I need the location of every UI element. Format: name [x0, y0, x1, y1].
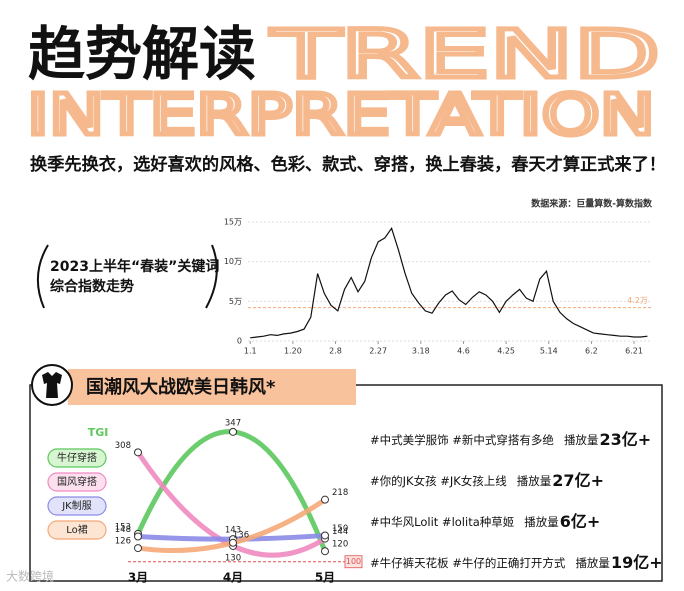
value-label: 347 [225, 418, 241, 428]
bracket [36, 244, 49, 309]
y-label: TGI [88, 426, 109, 439]
hashtag-value: 23亿+ [599, 430, 651, 449]
source: 数据来源：巨量算数-算数指数 [531, 198, 653, 210]
reference-label: 100 [346, 557, 361, 566]
hashtag-line: #中式美学服饰 #新中式穿搭有多绝 播放量23亿+ [370, 430, 651, 449]
point [134, 544, 142, 553]
legend-label: Lo裙 [66, 523, 88, 536]
point [134, 448, 142, 457]
legend-label: 国风穿搭 [57, 475, 97, 488]
subtitle: 换季先换衣，选好喜欢的风格、色彩、款式、穿搭，换上春装，春天才算正式来了！ [30, 154, 666, 175]
point [229, 427, 237, 436]
x-tick-label: 5.14 [540, 347, 558, 356]
legend-label: 牛仔穿搭 [57, 451, 97, 464]
point [229, 538, 237, 547]
title-en: INTERPRETATION [27, 83, 655, 148]
y-tick-label: 5万 [229, 297, 242, 306]
x-tick-label: 2.27 [369, 347, 387, 356]
value-label: 148 [115, 525, 131, 535]
y-tick-label: 15万 [224, 218, 242, 227]
value-label: 308 [115, 441, 131, 451]
legend-pill [47, 496, 107, 516]
hashtag-line: #牛仔裤天花板 #牛仔的正确打开方式 播放量19亿+ [370, 553, 663, 572]
value-label: 150 [332, 524, 348, 534]
hashtag-tags: #你的JK女孩 #JK女孩上线 [370, 474, 507, 488]
hashtag-label: 播放量 [524, 515, 559, 529]
y-tick-label: 10万 [224, 257, 242, 266]
x-tick-label: 1.1 [244, 347, 257, 356]
title-cn: 趋势解读 [28, 20, 256, 88]
annotation-label: 4.2万 [627, 296, 648, 305]
value-label: 153 [115, 522, 131, 532]
hashtag-list: #中式美学服饰 #新中式穿搭有多绝 播放量23亿+#你的JK女孩 #JK女孩上线播… [370, 430, 663, 572]
hashtag-label: 播放量 [575, 556, 610, 570]
chart-title: 2023上半年“春装”关键词 [50, 258, 219, 275]
point [134, 532, 142, 541]
value-label: 136 [233, 530, 249, 540]
bracket [205, 244, 218, 309]
hashtag-tags: #中华风Lolit #lolita种草姬 [370, 515, 514, 529]
x-tick-label: 4.6 [457, 347, 470, 356]
x-tick-label: 3.18 [412, 347, 430, 356]
value-label: 126 [115, 537, 131, 547]
legend-pill [47, 472, 107, 492]
trend-chart: 0 5万 10万 15万 1.1 1.20 2.8 2.27 3.18 4.6 4.25 5.14 6.… [224, 218, 652, 356]
chart-title: 综合指数走势 [50, 278, 134, 295]
line [250, 226, 648, 339]
hashtag-line: #你的JK女孩 #JK女孩上线 播放量27亿+ [370, 471, 604, 490]
value-label: 144 [332, 527, 348, 537]
x-tick-label: 4.25 [497, 347, 515, 356]
title-en: TREND [270, 16, 660, 93]
x-tick-label: 1.20 [284, 347, 302, 356]
y-tick-label: 0 [237, 337, 242, 346]
tgi-chart: 100 3月 4月 5月 牛仔穿搭 153 347 120 国风穿搭 308 130 144 JK制服 1… [47, 418, 363, 585]
value-label: 120 [332, 540, 348, 550]
hashtag-tags: #中式美学服饰 #新中式穿搭有多绝 [370, 433, 554, 447]
hashtag-label: 播放量 [564, 433, 599, 447]
x-tick-label: 6.21 [625, 347, 643, 356]
hashtag-line: #中华风Lolit #lolita种草姬 播放量6亿+ [370, 512, 600, 531]
hashtag-value: 19亿+ [611, 553, 663, 572]
hashtag-tags: #牛仔裤天花板 #牛仔的正确打开方式 [370, 556, 566, 570]
x-tick-label: 2.8 [329, 347, 342, 356]
value-label: 143 [225, 526, 241, 536]
point [321, 495, 329, 504]
point [321, 547, 329, 556]
hashtag-value: 27亿+ [552, 471, 604, 490]
section-title: 国潮风大战欧美日韩风* [86, 376, 276, 398]
header-bar [68, 369, 356, 405]
legend-pill [47, 520, 107, 540]
reference-box [344, 555, 363, 569]
value-label: 218 [332, 488, 348, 498]
value-label: 130 [225, 553, 241, 563]
x-tick-label: 4月 [223, 571, 243, 585]
hashtag-value: 6亿+ [560, 512, 601, 531]
x-tick-label: 3月 [128, 571, 148, 585]
watermark: 大数跨境 [6, 569, 54, 584]
hashtag-label: 播放量 [517, 474, 552, 488]
legend-pill [47, 448, 107, 468]
x-tick-label: 5月 [315, 571, 335, 585]
x-tick-label: 6.2 [585, 347, 598, 356]
legend-label: JK制服 [61, 499, 92, 512]
point [321, 531, 329, 540]
icon-shirt [42, 372, 62, 398]
